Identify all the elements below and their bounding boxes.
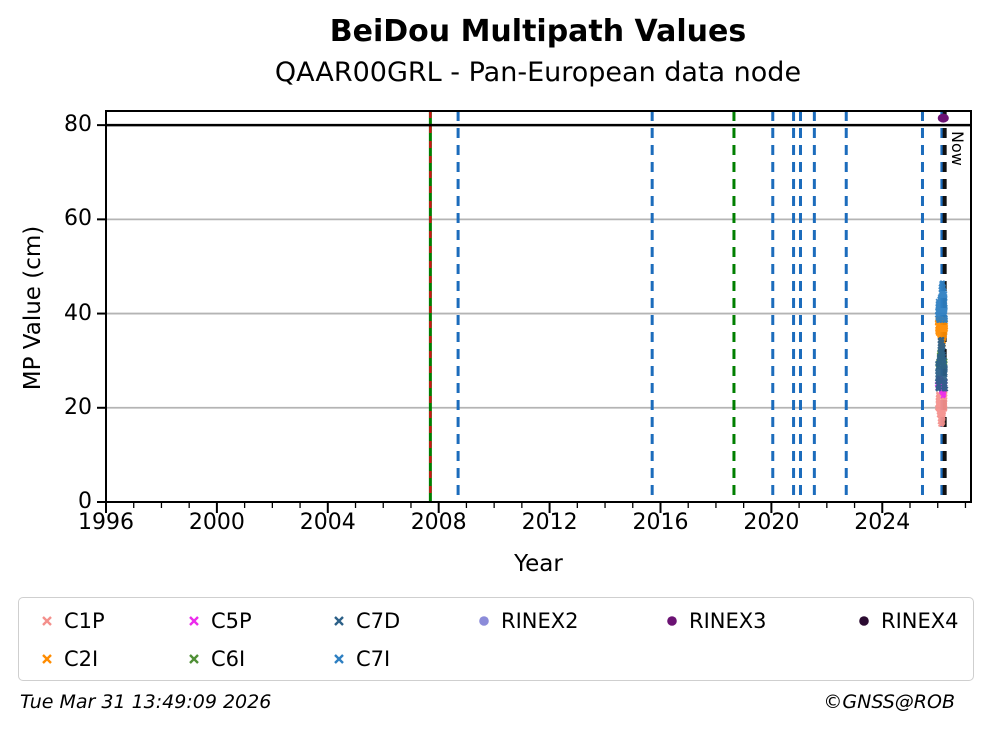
legend-item-RINEX4: RINEX4 [856,608,959,634]
legend-item-C6I: C6I [186,646,245,672]
copyright: ©GNSS@ROB [823,691,955,713]
legend: C1P C2I C5P C6I C7D C7I RINEX2 RINEX3 RINEX4 [18,597,974,681]
legend-label: RINEX2 [501,609,579,633]
x-tick-label: 2020 [743,510,800,535]
x-tick-label: 1996 [78,510,134,535]
legend-item-C1P: C1P [39,608,105,634]
legend-label: C7D [356,609,401,633]
legend-item-C2I: C2I [39,646,98,672]
y-gridlines [106,218,971,409]
legend-marker-RINEX3 [667,616,677,626]
page-title: BeiDou Multipath Values [329,14,747,49]
y-tick-label: 60 [64,206,92,232]
legend-item-C7I: C7I [331,646,390,672]
scatter-C7D [934,336,949,392]
y-tick-label: 0 [78,489,92,514]
x-tick-label: 2012 [521,510,578,535]
y-axis-title: MP Value (cm) [20,225,46,391]
legend-marker-C7I [334,654,344,664]
y-tick-label: 80 [64,112,92,138]
now-annotation: Now [948,131,967,166]
legend-marker-RINEX2 [479,616,489,626]
legend-marker-C5P [189,616,199,626]
legend-item-RINEX3: RINEX3 [664,608,767,634]
legend-label: C1P [64,609,105,633]
legend-label: C7I [356,647,391,671]
legend-label: C2I [64,647,99,671]
x-tick-label: 2000 [188,510,245,535]
legend-item-RINEX2: RINEX2 [476,608,579,634]
x-tick-label: 2004 [299,510,356,535]
axis-ticks [97,124,967,513]
plot-spines [105,110,972,503]
x-axis-title: Year [514,551,563,577]
legend-marker-C7D [334,616,344,626]
y-tick-label: 20 [64,394,92,420]
legend-label: RINEX4 [881,609,959,633]
scatter-C1P [934,391,948,427]
legend-label: C5P [211,609,252,633]
legend-marker-C1P [42,616,52,626]
y-tick-label: 40 [64,300,92,326]
legend-label: RINEX3 [689,609,767,633]
legend-marker-C6I [189,654,199,664]
scatter-series [934,113,949,427]
scatter-C7I [934,280,949,324]
spines [105,110,972,503]
legend-marker-C2I [42,654,52,664]
legend-item-C5P: C5P [186,608,252,634]
chart-subtitle: QAAR00GRL - Pan-European data node [274,57,802,88]
x-tick-label: 2016 [632,510,689,535]
event-lines [428,111,947,502]
x-tick-label: 2008 [410,510,467,535]
legend-label: C6I [211,647,246,671]
x-tick-label: 2024 [854,510,911,535]
timestamp: Tue Mar 31 13:49:09 2026 [20,691,272,713]
point-RINEX3 [937,113,949,123]
legend-item-C7D: C7D [331,608,400,634]
legend-marker-RINEX4 [859,616,869,626]
